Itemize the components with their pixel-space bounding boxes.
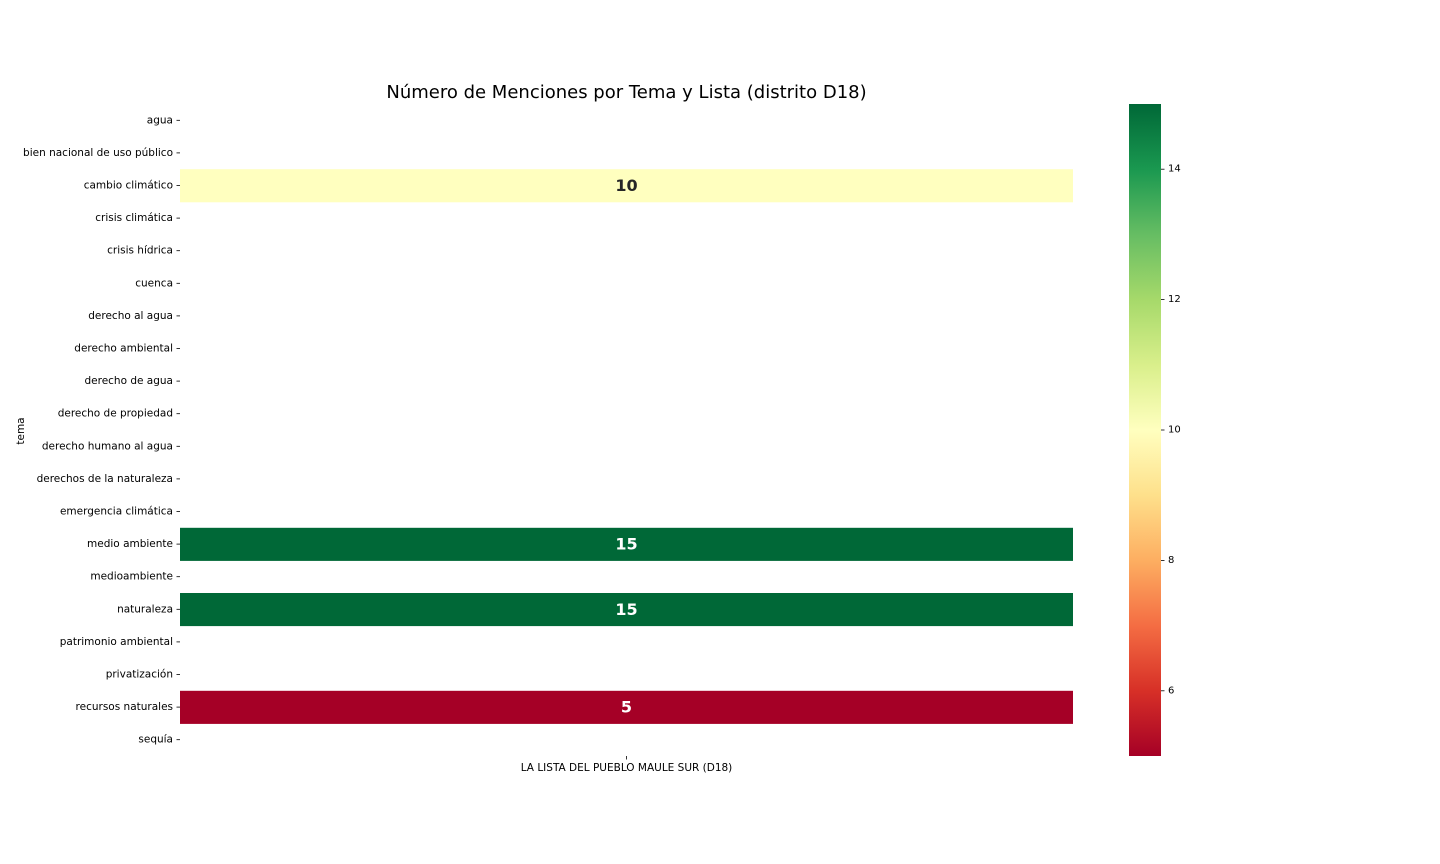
colorbar-tick-label: 6 — [1168, 685, 1174, 696]
colorbar-ticks: 6 8 10 12 14 — [1161, 164, 1181, 696]
y-tick-label: privatización — [106, 669, 173, 681]
y-tick-label: medioambiente — [90, 571, 173, 583]
y-tick-label: crisis hídrica — [107, 245, 173, 257]
x-tick-label: LA LISTA DEL PUEBLO MAULE SUR (D18) — [521, 762, 733, 774]
y-tick-label: emergencia climática — [60, 506, 173, 518]
y-tick-label: recursos naturales — [76, 701, 173, 713]
x-axis-ticks: LA LISTA DEL PUEBLO MAULE SUR (D18) — [521, 756, 733, 774]
y-tick-label: derecho humano al agua — [42, 440, 173, 452]
y-tick-label: sequía — [138, 734, 173, 746]
y-tick-label: medio ambiente — [87, 538, 173, 550]
y-tick-label: crisis climática — [95, 212, 173, 224]
y-tick-label: derecho de agua — [84, 375, 173, 387]
y-axis-ticks: agua bien nacional de uso público cambio c… — [23, 114, 180, 746]
y-tick-label: cambio climático — [84, 180, 173, 192]
y-tick-label: derecho ambiental — [74, 343, 173, 355]
heatmap-cell — [180, 593, 1073, 627]
y-tick-label: agua — [147, 114, 173, 126]
colorbar-tick-label: 8 — [1168, 555, 1174, 566]
y-tick-label: cuenca — [135, 277, 173, 289]
y-axis-label: tema — [15, 417, 27, 444]
y-tick-label: patrimonio ambiental — [60, 636, 173, 648]
cell-value-label: 10 — [615, 176, 637, 195]
cell-value-label: 15 — [615, 600, 637, 619]
y-tick-label: bien nacional de uso público — [23, 147, 173, 159]
colorbar — [1129, 104, 1161, 756]
chart-title: Número de Menciones por Tema y Lista (di… — [386, 82, 866, 103]
heatmap-cells: 10 15 15 5 — [180, 169, 1073, 724]
heatmap-cell — [180, 169, 1073, 203]
heatmap-cell — [180, 527, 1073, 561]
y-tick-label: derecho de propiedad — [58, 408, 173, 420]
colorbar-tick-label: 12 — [1168, 294, 1181, 305]
y-tick-label: derecho al agua — [88, 310, 173, 322]
y-tick-label: naturaleza — [117, 603, 173, 615]
colorbar-tick-label: 14 — [1168, 164, 1181, 175]
cell-value-label: 5 — [621, 698, 632, 717]
colorbar-tick-label: 10 — [1168, 425, 1181, 436]
y-tick-label: derechos de la naturaleza — [37, 473, 173, 485]
cell-value-label: 15 — [615, 535, 637, 554]
heatmap-cell — [180, 690, 1073, 724]
